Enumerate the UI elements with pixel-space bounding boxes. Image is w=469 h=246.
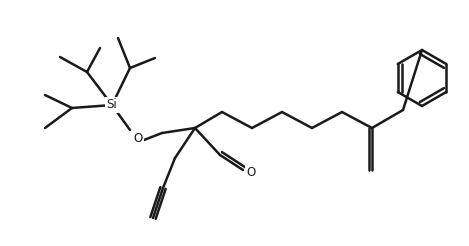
Text: O: O	[133, 132, 143, 144]
Text: O: O	[246, 166, 256, 179]
Text: Si: Si	[106, 98, 117, 111]
